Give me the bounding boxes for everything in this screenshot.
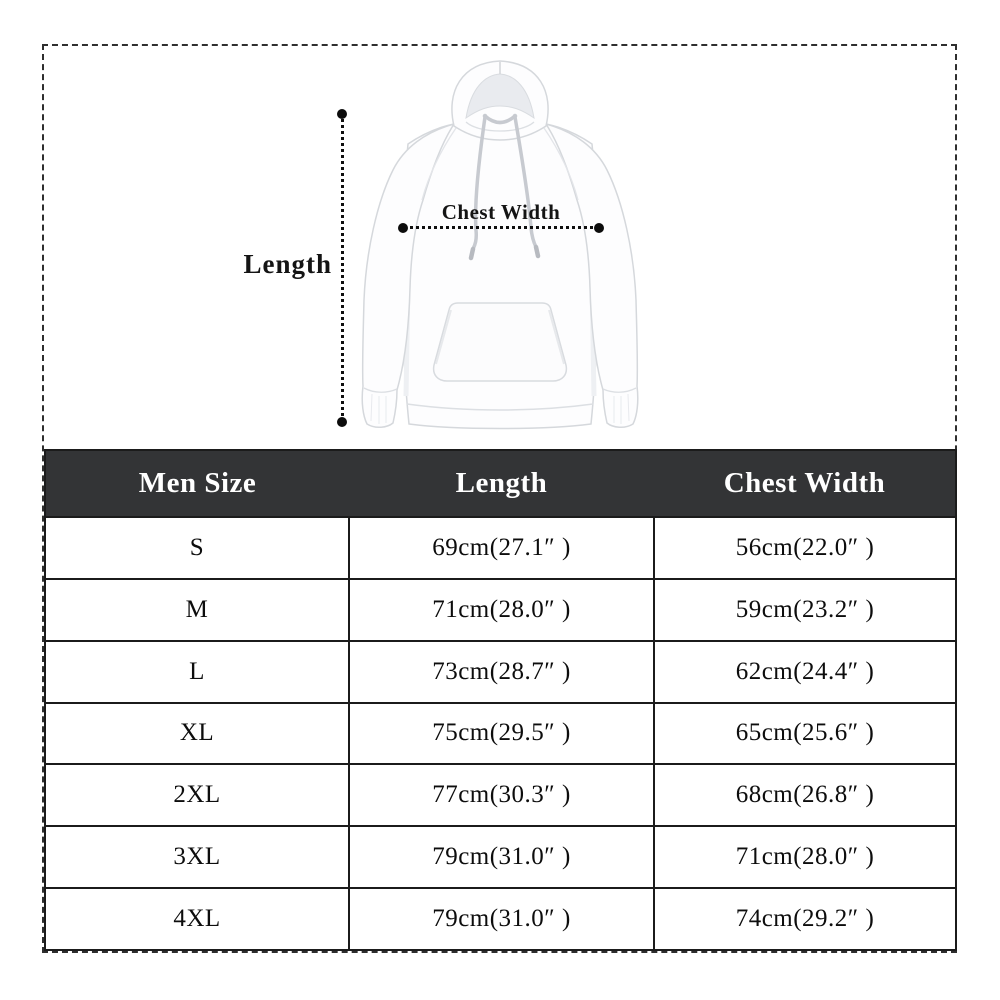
- chest-line-right-dot: [594, 223, 604, 233]
- length-cell: 77cm(30.3″ ): [348, 763, 655, 828]
- drawstring-loop: [483, 114, 517, 125]
- chest-line-left-dot: [398, 223, 408, 233]
- header-men-size: Men Size: [138, 467, 257, 499]
- length-dimension-line: [341, 114, 344, 422]
- length-label: Length: [243, 249, 332, 279]
- table-header-row: Men Size Length Chest Width: [45, 450, 956, 517]
- length-cell: 69cm(27.1″ ): [348, 516, 655, 580]
- size-cell: L: [44, 639, 350, 704]
- chest-width-cell: 65cm(25.6″ ): [653, 701, 957, 766]
- chest-width-cell: 62cm(24.4″ ): [653, 639, 957, 704]
- chest-width-cell: 59cm(23.2″ ): [653, 577, 957, 642]
- size-cell: 2XL: [44, 763, 350, 828]
- hoodie-image: [361, 60, 639, 430]
- table-row: L 73cm(28.7″ ) 62cm(24.4″ ): [44, 639, 957, 704]
- kangaroo-pocket: [432, 302, 568, 382]
- chest-width-label: Chest Width: [441, 200, 561, 224]
- table-row: 3XL 79cm(31.0″ ) 71cm(28.0″ ): [44, 825, 957, 890]
- drawstring-right: [513, 115, 538, 249]
- size-cell: S: [44, 516, 350, 580]
- size-cell: 3XL: [44, 825, 350, 890]
- table-row: 4XL 79cm(31.0″ ) 74cm(29.2″ ): [44, 887, 957, 951]
- size-table-body: S 69cm(27.1″ ) 56cm(22.0″ ) M 71cm(28.0″…: [44, 516, 957, 951]
- header-length: Length: [455, 467, 548, 499]
- chest-width-cell: 56cm(22.0″ ): [653, 516, 957, 580]
- chest-width-cell: 74cm(29.2″ ): [653, 887, 957, 951]
- hood-interior: [465, 73, 535, 120]
- chest-width-cell: 68cm(26.8″ ): [653, 763, 957, 828]
- length-cell: 79cm(31.0″ ): [348, 887, 655, 951]
- chest-width-dimension-line: [403, 226, 599, 229]
- header-chest-width: Chest Width: [723, 467, 886, 499]
- size-chart-table: Men Size Length Chest Width S 69cm(27.1″…: [44, 449, 957, 951]
- left-sleeve: [361, 122, 456, 428]
- table-row: 2XL 77cm(30.3″ ) 68cm(26.8″ ): [44, 763, 957, 828]
- dashed-border-frame: Length Chest Width Men Size Length Chest…: [42, 44, 957, 953]
- size-cell: M: [44, 577, 350, 642]
- measurement-figure: Length Chest Width: [44, 46, 955, 449]
- size-cell: 4XL: [44, 887, 350, 951]
- length-line-top-dot: [337, 109, 347, 119]
- hem-band: [406, 403, 594, 411]
- length-cell: 71cm(28.0″ ): [348, 577, 655, 642]
- chest-width-cell: 71cm(28.0″ ): [653, 825, 957, 890]
- length-cell: 73cm(28.7″ ): [348, 639, 655, 704]
- table-row: S 69cm(27.1″ ) 56cm(22.0″ ): [44, 516, 957, 580]
- length-cell: 75cm(29.5″ ): [348, 701, 655, 766]
- length-line-bottom-dot: [337, 417, 347, 427]
- table-row: XL 75cm(29.5″ ) 65cm(25.6″ ): [44, 701, 957, 766]
- table-row: M 71cm(28.0″ ) 59cm(23.2″ ): [44, 577, 957, 642]
- size-cell: XL: [44, 701, 350, 766]
- length-cell: 79cm(31.0″ ): [348, 825, 655, 890]
- right-sleeve: [544, 122, 639, 428]
- drawstring-left: [471, 115, 487, 251]
